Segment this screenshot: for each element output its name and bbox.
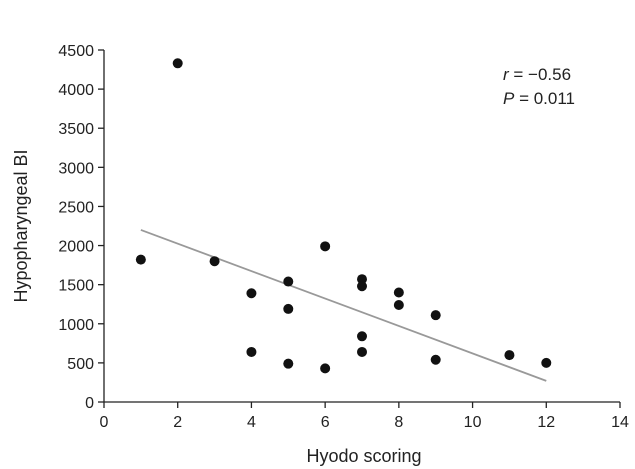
y-tick-label: 2500 xyxy=(58,199,94,216)
y-tick-label: 1000 xyxy=(58,317,94,334)
r-symbol: r xyxy=(503,65,510,84)
data-point xyxy=(283,276,294,287)
data-point xyxy=(430,354,441,365)
data-point xyxy=(283,303,294,314)
x-axis-title: Hyodo scoring xyxy=(306,446,421,466)
x-tick-label: 4 xyxy=(247,414,256,431)
data-point xyxy=(135,254,146,265)
data-point xyxy=(209,256,220,267)
data-point xyxy=(504,350,515,361)
x-tick-label: 2 xyxy=(173,414,182,431)
y-tick-label: 0 xyxy=(85,395,94,412)
y-tick-label: 4000 xyxy=(58,82,94,99)
data-point xyxy=(283,358,294,369)
data-point xyxy=(320,241,331,252)
x-tick-label: 6 xyxy=(321,414,330,431)
p-value: = 0.011 xyxy=(514,89,575,108)
data-point xyxy=(357,331,367,342)
y-tick-label: 500 xyxy=(67,356,94,373)
x-tick-label: 14 xyxy=(611,414,629,431)
y-tick-label: 1500 xyxy=(58,278,94,295)
data-point xyxy=(430,310,441,321)
p-value-annotation: P = 0.011 xyxy=(503,89,575,108)
x-tick-label: 12 xyxy=(537,414,555,431)
data-point xyxy=(357,346,367,357)
data-point xyxy=(357,281,367,292)
axes: 0 2 4 6 8 10 12 14 0 500 1000 1500 2000 2500 3000 3500 4… xyxy=(58,43,629,431)
data-point xyxy=(541,357,552,368)
r-value: = −0.56 xyxy=(509,65,571,84)
trendline xyxy=(140,229,547,382)
x-tick-label: 10 xyxy=(464,414,482,431)
data-point xyxy=(357,274,367,285)
data-point xyxy=(172,58,183,69)
data-point xyxy=(246,346,257,357)
y-tick-label: 4500 xyxy=(58,43,94,60)
correlation-annotation: r = −0.56 xyxy=(503,65,571,84)
p-symbol: P xyxy=(503,89,515,108)
y-tick-label: 3500 xyxy=(58,121,94,138)
data-points xyxy=(135,58,552,374)
y-tick-label: 3000 xyxy=(58,160,94,177)
x-tick-label: 8 xyxy=(394,414,403,431)
y-tick-label: 2000 xyxy=(58,239,94,256)
x-tick-label: 0 xyxy=(100,414,109,431)
data-point xyxy=(393,287,404,298)
y-axis-title: Hypopharyngeal BI xyxy=(11,149,31,302)
trendline-group xyxy=(140,229,547,382)
data-point xyxy=(246,288,257,299)
data-point xyxy=(393,300,404,311)
data-point xyxy=(320,363,331,374)
